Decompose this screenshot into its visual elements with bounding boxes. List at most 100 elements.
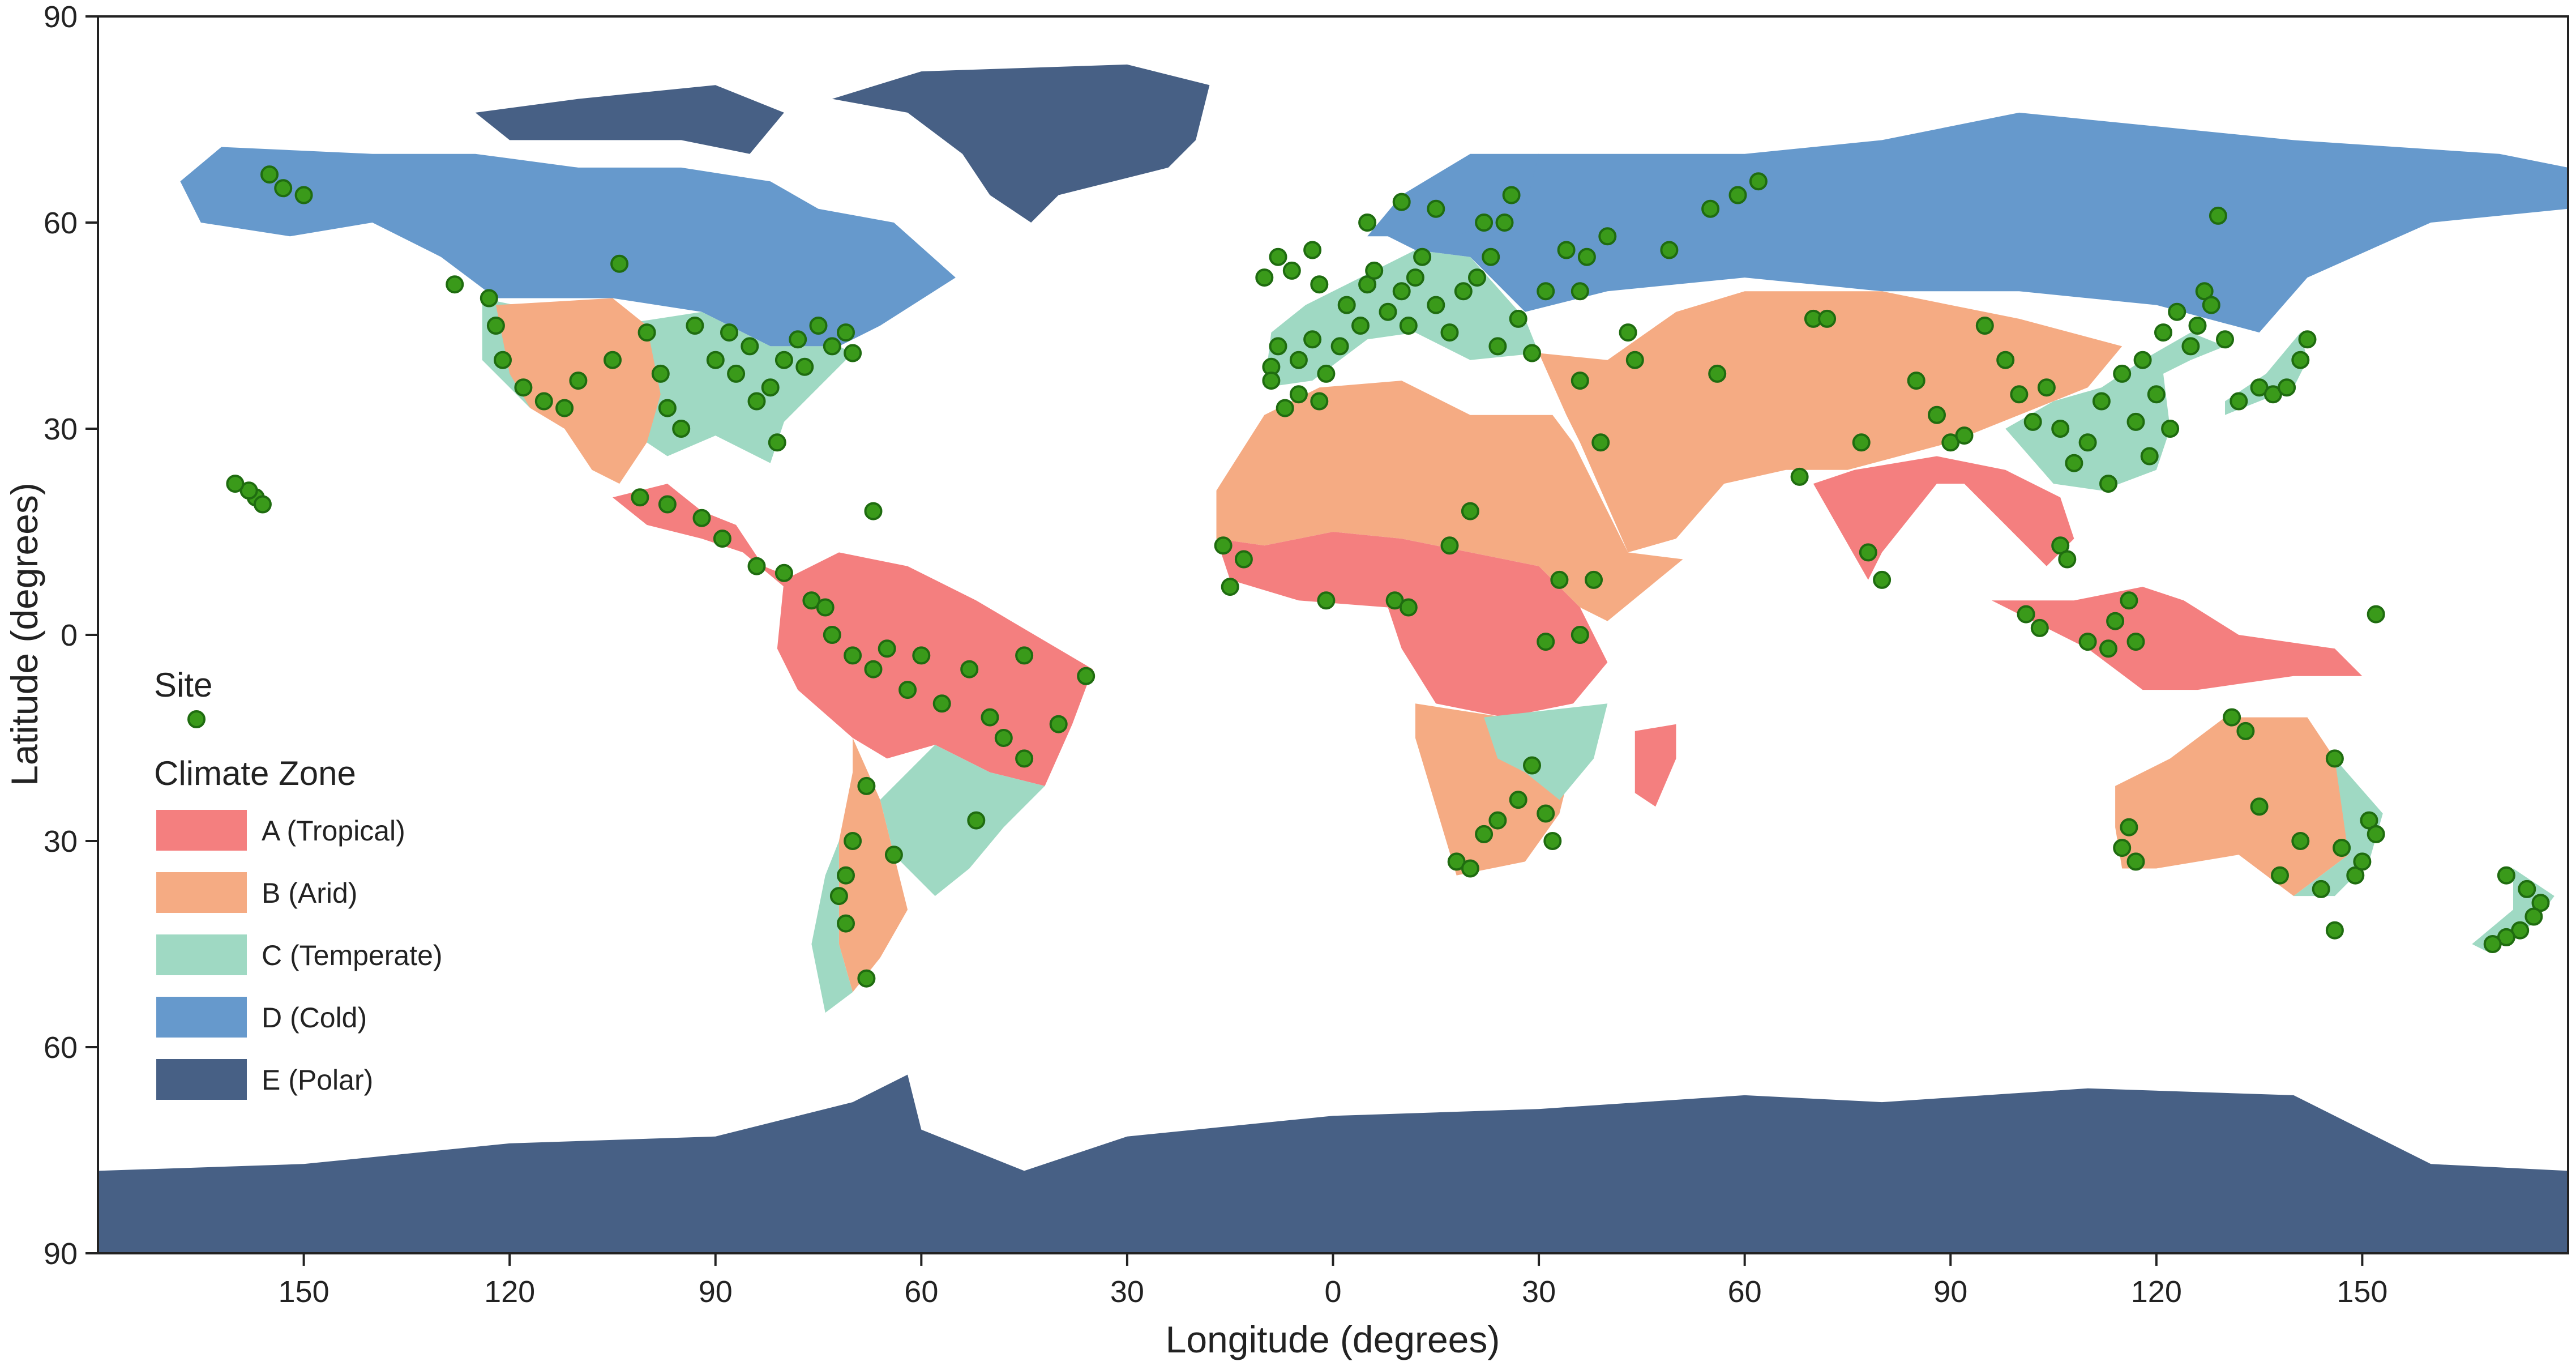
site-marker bbox=[294, 186, 313, 204]
site-marker bbox=[555, 399, 574, 417]
site-marker bbox=[1543, 832, 1562, 850]
site-marker bbox=[1818, 309, 1837, 328]
site-marker bbox=[1461, 859, 1479, 878]
site-marker bbox=[2147, 385, 2166, 404]
site-marker bbox=[631, 488, 649, 507]
land-east-asia-temperate bbox=[2005, 332, 2225, 491]
x-axis-label: Longitude (degrees) bbox=[1166, 1318, 1500, 1360]
site-marker bbox=[1502, 186, 1521, 204]
site-marker bbox=[1488, 811, 1507, 830]
site-marker bbox=[2216, 330, 2234, 349]
site-marker bbox=[2230, 392, 2248, 411]
site-marker bbox=[2202, 296, 2220, 314]
land-southeast-asia-tropical bbox=[1992, 587, 2363, 690]
x-tick-label: 120 bbox=[484, 1275, 535, 1309]
site-marker bbox=[2106, 612, 2125, 630]
site-marker bbox=[1537, 282, 1555, 301]
site-marker bbox=[1234, 550, 1253, 569]
site-marker bbox=[1303, 330, 1322, 349]
site-marker bbox=[795, 357, 814, 376]
site-marker bbox=[2291, 832, 2310, 850]
site-marker bbox=[857, 969, 876, 988]
y-tick-label: 30 bbox=[44, 412, 78, 446]
site-marker bbox=[1289, 351, 1308, 369]
site-marker bbox=[1577, 247, 1596, 266]
site-marker bbox=[2113, 839, 2132, 857]
site-marker bbox=[514, 378, 533, 397]
site-marker bbox=[1427, 199, 1445, 218]
land-arctic-canada bbox=[475, 85, 784, 154]
site-marker bbox=[1317, 591, 1336, 610]
site-marker bbox=[2367, 605, 2385, 624]
x-tick-label: 60 bbox=[904, 1275, 938, 1309]
site-marker bbox=[1317, 364, 1336, 383]
site-marker bbox=[2325, 921, 2344, 940]
site-marker bbox=[1955, 426, 1974, 445]
site-marker bbox=[2353, 852, 2372, 871]
x-tick-label: 30 bbox=[1522, 1275, 1556, 1309]
site-marker bbox=[864, 660, 883, 678]
site-marker bbox=[1475, 214, 1494, 232]
land-africa-tropical bbox=[1216, 532, 1608, 718]
land-southern-africa-temperate bbox=[1484, 703, 1608, 800]
site-marker bbox=[1461, 502, 1479, 520]
x-tick-label: 60 bbox=[1728, 1275, 1762, 1309]
site-marker bbox=[274, 179, 293, 198]
site-marker bbox=[1749, 172, 1768, 191]
site-marker bbox=[844, 344, 862, 362]
site-marker bbox=[1440, 536, 1459, 555]
legend-swatch bbox=[156, 934, 247, 975]
site-marker bbox=[2271, 866, 2289, 885]
site-marker bbox=[1625, 351, 1644, 369]
site-marker bbox=[789, 330, 807, 349]
y-tick-label: 90 bbox=[44, 0, 78, 34]
y-tick-label: 60 bbox=[44, 206, 78, 240]
land-greenland bbox=[832, 64, 1210, 223]
site-marker bbox=[446, 275, 464, 294]
y-tick-label: 90 bbox=[44, 1237, 78, 1271]
land-scandinavia bbox=[1367, 153, 1539, 237]
site-marker bbox=[651, 364, 670, 383]
legend-zone-label: E (Polar) bbox=[262, 1064, 373, 1096]
site-marker bbox=[1351, 317, 1370, 335]
site-marker bbox=[1392, 282, 1411, 301]
site-marker bbox=[1728, 186, 1747, 204]
site-marker bbox=[1303, 241, 1322, 259]
site-marker bbox=[1975, 317, 1994, 335]
site-marker bbox=[1413, 247, 1432, 266]
site-marker bbox=[1660, 241, 1679, 259]
x-tick-label: 120 bbox=[2131, 1275, 2182, 1309]
site-marker bbox=[2126, 412, 2145, 431]
site-marker bbox=[837, 323, 855, 342]
site-marker bbox=[2209, 206, 2227, 225]
legend-zone-title: Climate Zone bbox=[154, 754, 356, 792]
y-tick-label: 0 bbox=[61, 618, 78, 652]
legend-zone-list: A (Tropical) B (Arid) C (Temperate) D (Cold… bbox=[156, 810, 443, 1100]
site-marker bbox=[2483, 935, 2502, 953]
site-marker bbox=[1571, 282, 1589, 301]
site-marker bbox=[2078, 633, 2097, 651]
site-marker bbox=[604, 351, 622, 369]
site-marker bbox=[1537, 633, 1555, 651]
site-marker bbox=[1427, 296, 1445, 314]
site-marker bbox=[253, 495, 272, 514]
x-tick-label: 0 bbox=[1324, 1275, 1341, 1309]
site-marker bbox=[774, 564, 793, 582]
site-marker bbox=[1255, 268, 1274, 287]
site-marker bbox=[1358, 214, 1377, 232]
site-marker bbox=[967, 811, 986, 830]
site-marker bbox=[2133, 351, 2152, 369]
site-marker bbox=[741, 337, 759, 356]
site-marker bbox=[878, 639, 896, 658]
land-eurasia-cold bbox=[1388, 112, 2568, 333]
site-marker bbox=[857, 776, 876, 795]
site-marker bbox=[2058, 550, 2077, 569]
site-marker bbox=[2524, 907, 2543, 926]
site-marker bbox=[884, 846, 903, 864]
land-europe-temperate bbox=[1264, 250, 1539, 388]
land-south-america-arid bbox=[838, 738, 908, 992]
site-marker bbox=[1523, 344, 1541, 362]
site-marker bbox=[994, 729, 1013, 747]
legend-zone-label: D (Cold) bbox=[262, 1002, 367, 1034]
site-marker bbox=[1077, 667, 1096, 685]
